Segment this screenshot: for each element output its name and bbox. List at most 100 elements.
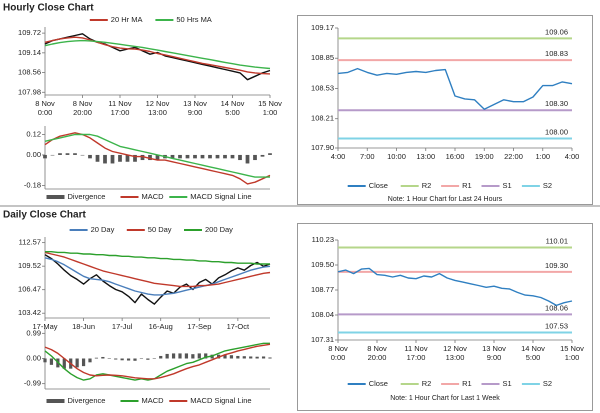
panel-frame (297, 15, 593, 205)
divergence-bar (120, 358, 124, 361)
series-line (44, 133, 270, 178)
series-line (44, 257, 271, 296)
series-line (45, 251, 270, 265)
divergence-bar (223, 154, 227, 159)
x-tick-label: 8 Nov 20:00 (72, 99, 93, 117)
x-tick-label: 17-Oct (226, 322, 250, 331)
x-tick-label: 1:00 (535, 152, 551, 161)
x-tick-label: 8 Nov 0:00 (35, 99, 55, 117)
x-tick-label: 7:00 (359, 152, 375, 161)
divergence-bar (88, 154, 92, 159)
legend-label: S2 (543, 181, 552, 190)
x-tick-label: 4:00 (330, 152, 346, 161)
y-tick-label: 0.12 (26, 129, 41, 138)
y-tick-label: 109.52 (18, 261, 41, 270)
y-tick-label: 109.50 (311, 260, 334, 269)
y-tick-label: -0.99 (24, 379, 41, 388)
divergence-bar (73, 153, 77, 155)
divergence-bar (75, 358, 79, 368)
divergence-bar (165, 353, 169, 359)
divergence-bar (236, 355, 240, 359)
divergence-bar (159, 355, 163, 359)
legend-label: R2 (422, 379, 432, 388)
legend-label: Close (369, 181, 388, 190)
divergence-bar (94, 357, 99, 359)
divergence-bar (268, 153, 272, 155)
y-tick-label: 108.56 (18, 68, 41, 77)
panel-frame (297, 223, 593, 411)
x-tick-label: 10:00 (387, 152, 406, 161)
legend-label: R1 (462, 379, 472, 388)
divergence-bar (200, 154, 205, 159)
y-tick-label: 108.04 (311, 310, 334, 319)
x-tick-label: 15 Nov 1:00 (560, 344, 584, 362)
divergence-bar (114, 358, 118, 360)
divergence-bar (230, 154, 235, 159)
y-tick-label: 0.00 (26, 353, 41, 362)
y-tick-label: 109.14 (18, 48, 41, 57)
x-tick-label: 19:00 (474, 152, 494, 161)
x-tick-label: 8 Nov 20:00 (367, 344, 387, 362)
divergence-bar (193, 154, 197, 159)
legend-label: 200 Day (205, 225, 233, 234)
divergence-bar (107, 358, 111, 359)
legend-label: MACD Signal Line (190, 396, 251, 405)
divergence-bar (260, 154, 265, 157)
y-tick-label: 110.23 (312, 235, 334, 244)
divergence-bar (238, 154, 242, 161)
x-tick-label: 13:00 (416, 152, 436, 161)
legend-label: Close (369, 379, 388, 388)
y-tick-label: 107.31 (311, 335, 334, 344)
divergence-bar (146, 358, 150, 360)
legend-label: S1 (503, 181, 512, 190)
y-tick-label: -0.18 (24, 181, 41, 190)
x-tick-label: 4:00 (564, 152, 580, 161)
x-tick-label: 13 Nov 9:00 (482, 344, 506, 362)
y-tick-label: 108.85 (311, 53, 334, 62)
series-line (337, 67, 573, 110)
x-tick-label: 12 Nov 13:00 (443, 344, 467, 362)
series-line (44, 254, 271, 305)
y-tick-label: 106.47 (18, 285, 41, 294)
x-tick-label: 13 Nov 9:00 (183, 99, 207, 117)
x-tick-label: 22:00 (504, 152, 523, 161)
divergence-bar (185, 154, 190, 159)
x-tick-label: 17-Sep (187, 322, 212, 331)
divergence-bar (80, 154, 85, 156)
legend-label: MACD (142, 192, 165, 201)
legend-label: 50 Hrs MA (176, 15, 211, 24)
divergence-bar (178, 353, 182, 359)
y-tick-label: 0.99 (26, 328, 41, 337)
level-label: 110.01 (546, 237, 568, 246)
divergence-bar (125, 154, 130, 162)
divergence-bar (62, 358, 66, 369)
x-tick-label: 12 Nov 13:00 (145, 99, 170, 117)
divergence-bar (152, 358, 156, 359)
divergence-bar (49, 358, 54, 365)
divergence-bar (253, 154, 257, 161)
series-line (44, 39, 271, 70)
level-label: 108.06 (545, 303, 568, 312)
divergence-bar (178, 154, 182, 159)
level-label: 109.30 (545, 261, 568, 270)
legend-label: Divergence (68, 396, 106, 405)
y-tick-label: 103.42 (18, 308, 41, 317)
legend-label: R1 (462, 181, 472, 190)
x-tick-label: 14 Nov 5:00 (220, 99, 245, 117)
divergence-bar (208, 154, 212, 159)
x-tick-label: 11 Nov 17:00 (108, 99, 132, 117)
legend-label: S1 (503, 379, 512, 388)
y-tick-label: 108.77 (311, 285, 334, 294)
level-label: 107.53 (545, 321, 568, 330)
divergence-bar (140, 154, 145, 161)
divergence-bar (110, 154, 115, 164)
divergence-bar (155, 154, 160, 161)
x-tick-label: 17-May (32, 322, 58, 331)
x-tick-label: 18-Jun (72, 322, 96, 331)
series-line (44, 342, 270, 381)
level-label: 108.00 (545, 128, 568, 137)
divergence-bar (103, 154, 107, 164)
x-tick-label: 16:00 (445, 152, 465, 161)
section-heading: Daily Close Chart (3, 210, 86, 221)
